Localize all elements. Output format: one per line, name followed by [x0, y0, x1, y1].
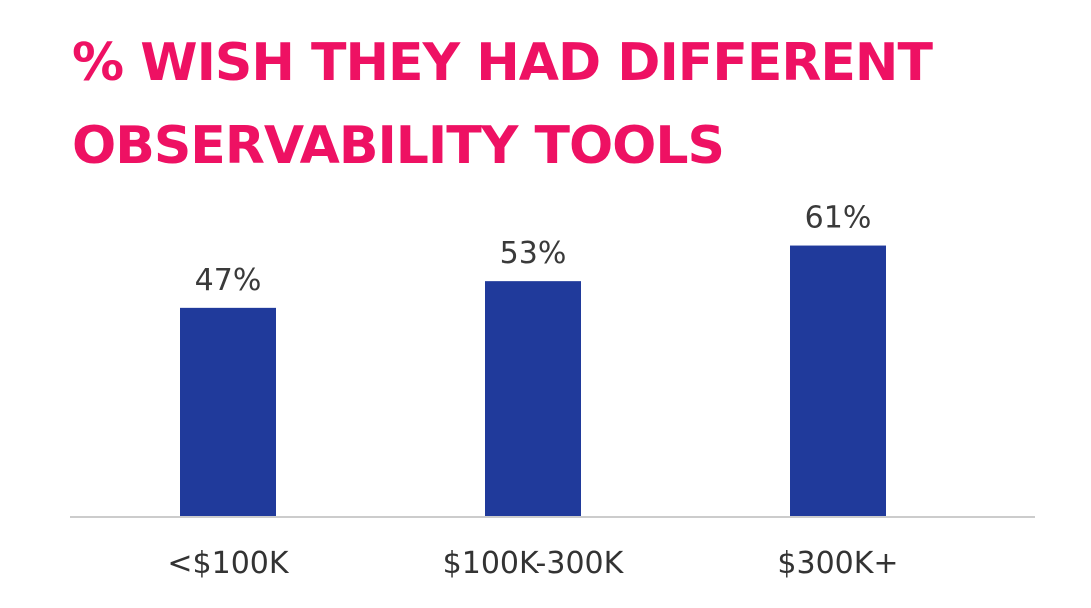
- bars-group: [180, 245, 886, 518]
- chart-title: % WISH THEY HAD DIFFERENT OBSERVABILITY …: [72, 22, 1072, 188]
- x-tick-labels-group: <$100K $100K-300K $300K+: [167, 546, 898, 581]
- bar-1: [485, 281, 581, 517]
- bar-value-label-0: 47%: [195, 263, 262, 298]
- bar-0: [180, 307, 276, 517]
- bar-value-label-1: 53%: [500, 236, 567, 271]
- x-tick-label-1: $100K-300K: [443, 546, 625, 581]
- x-tick-label-2: $300K+: [777, 546, 898, 581]
- x-tick-label-0: <$100K: [167, 546, 289, 581]
- value-labels-group: 47% 53% 61%: [195, 201, 872, 298]
- bar-value-label-2: 61%: [805, 201, 872, 236]
- bar-2: [790, 245, 886, 518]
- chart-title-line-1: % WISH THEY HAD DIFFERENT: [72, 33, 933, 93]
- chart-title-line-2: OBSERVABILITY TOOLS: [72, 116, 725, 176]
